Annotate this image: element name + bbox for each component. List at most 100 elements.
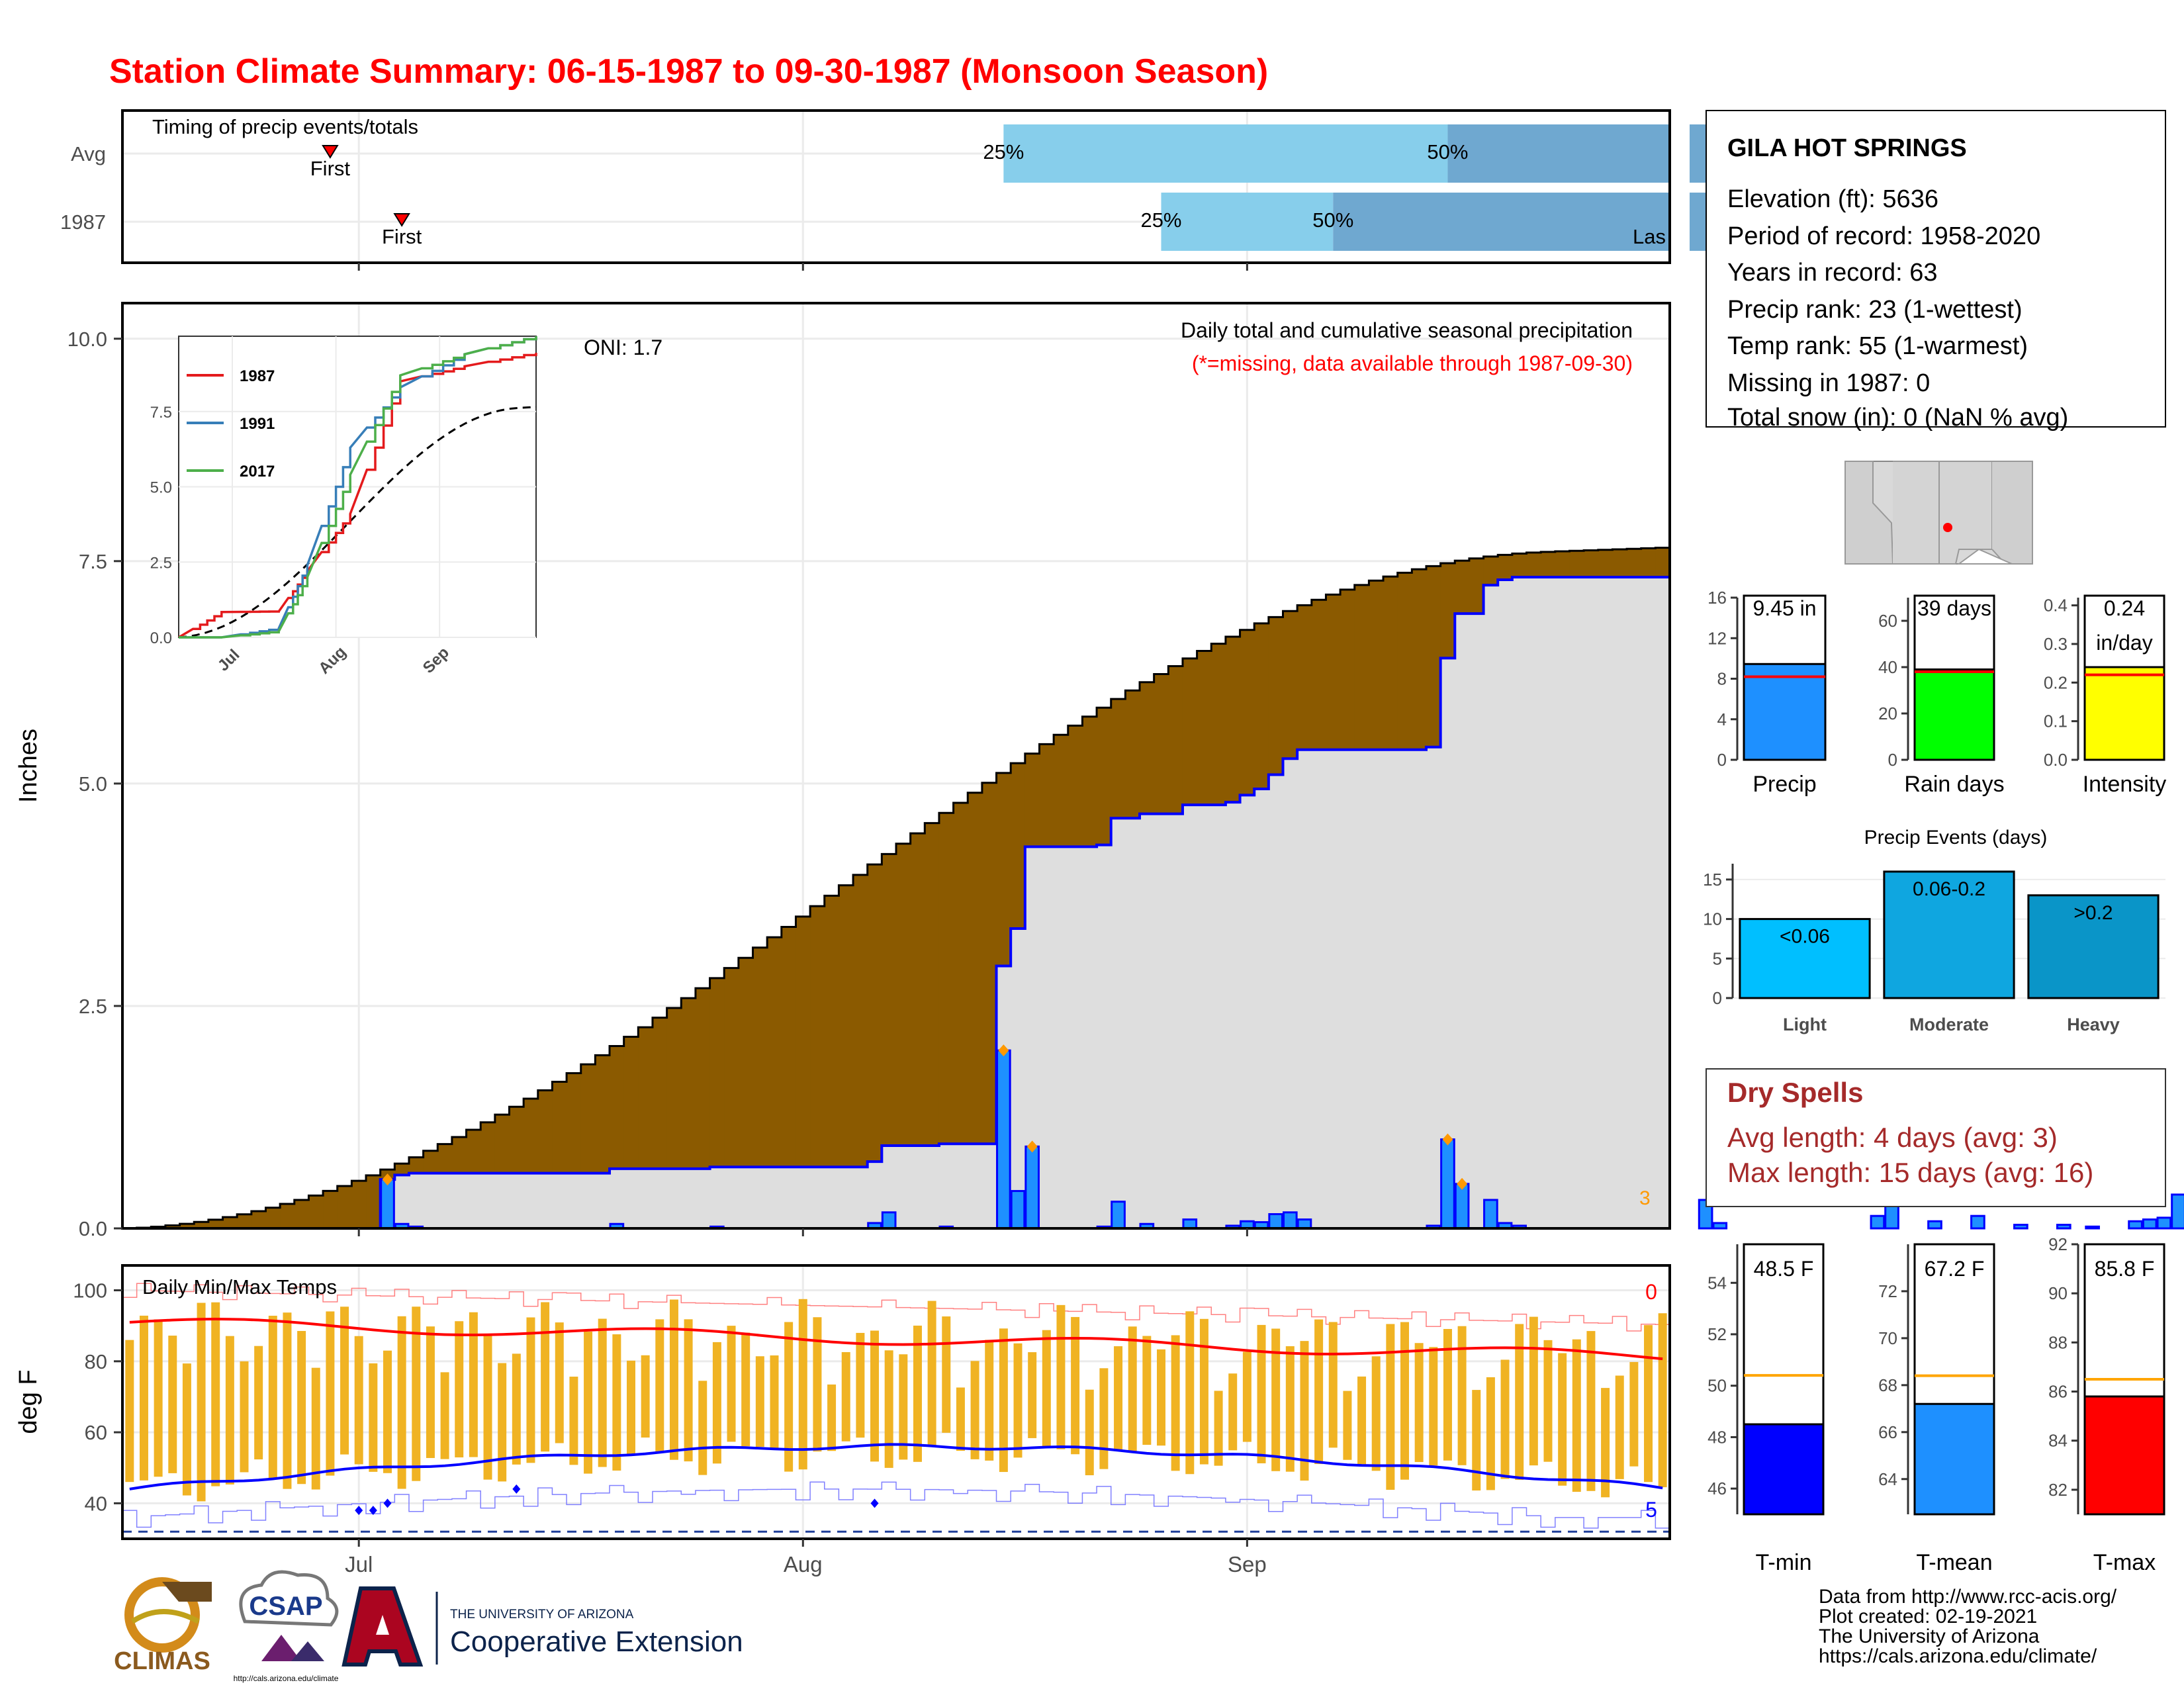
- daily-temp-bar: [1328, 1322, 1338, 1448]
- daily-temp-bar: [168, 1336, 177, 1473]
- deficit-area: [1397, 572, 1412, 750]
- tbar-tick-label: 64: [1878, 1469, 1897, 1489]
- first-event-marker: [393, 213, 410, 227]
- deficit-area: [294, 1199, 309, 1228]
- daily-temp-bar: [1414, 1343, 1424, 1463]
- deficit-area: [910, 833, 925, 1146]
- deficit-area: [1641, 548, 1656, 578]
- deficit-area: [1097, 708, 1112, 845]
- deficit-area: [1469, 558, 1484, 614]
- deficit-area: [1627, 549, 1642, 578]
- daily-precip-bar: [1712, 1222, 1728, 1230]
- footer-line: Plot created: 02-19-2021: [1819, 1606, 2037, 1627]
- station-line: Total snow (in): 0 (NaN % avg): [1727, 404, 2068, 432]
- daily-temp-bar: [999, 1328, 1008, 1473]
- season-total-bars: 0 4 8 12 16 9.45 in Precip 0 20 40 60 39 days Rain d…: [1707, 588, 2166, 797]
- daily-precip-bar: [1010, 1190, 1026, 1230]
- deficit-area: [1240, 629, 1255, 796]
- small-bar-tick-label: 0.3: [2044, 634, 2068, 654]
- daily-temp-bar: [1572, 1339, 1581, 1492]
- timing-p50-label: 50%: [1427, 140, 1468, 163]
- small-bar-tick-label: 20: [1878, 704, 1897, 723]
- daily-precip-marker: [998, 1044, 1009, 1057]
- tbar-value-label: 48.5 F: [1754, 1257, 1814, 1281]
- deficit-area: [1526, 552, 1541, 578]
- daily-precip-bar: [1111, 1201, 1126, 1230]
- daily-temp-bar: [311, 1367, 320, 1490]
- daily-temp-bar: [1644, 1325, 1653, 1483]
- daily-temp-bar: [1601, 1388, 1610, 1498]
- events-bar: [1739, 918, 1871, 999]
- ua-logo-big: Cooperative Extension: [450, 1625, 743, 1658]
- tbar-tick-label: 54: [1707, 1273, 1727, 1293]
- daily-temp-bar: [1071, 1316, 1080, 1455]
- daily-temp-bar: [1371, 1356, 1381, 1471]
- daily-temp-bar: [197, 1303, 206, 1502]
- deficit-area: [523, 1098, 539, 1173]
- avg-low-line: [129, 1443, 1663, 1490]
- deficit-area: [208, 1219, 224, 1228]
- precip-ytick-label: 2.5: [79, 995, 107, 1018]
- climas-logo: CLIMAS: [114, 1577, 212, 1675]
- deficit-area: [1140, 682, 1155, 814]
- timing-p25-label: 25%: [1140, 208, 1181, 232]
- small-bar-tick-label: 0: [1717, 750, 1727, 770]
- small-bar-value-label: 39 days: [1917, 596, 1991, 620]
- daily-temp-bar: [1314, 1319, 1324, 1465]
- daily-temp-bar: [297, 1331, 306, 1485]
- deficit-area: [996, 772, 1011, 966]
- tbar-tick-label: 70: [1878, 1328, 1897, 1348]
- daily-temp-bar: [1042, 1330, 1051, 1447]
- events-tick-label: 15: [1703, 870, 1722, 890]
- daily-temp-bar: [1257, 1324, 1266, 1463]
- deficit-area: [853, 874, 868, 1167]
- precip-ylabel: Inches: [15, 729, 42, 803]
- precip-missing-note: (*=missing, data available through 1987-…: [1192, 351, 1633, 375]
- daily-temp-bar: [1114, 1346, 1123, 1451]
- station-line: Missing in 1987: 0: [1727, 369, 1930, 397]
- xaxis-tick-label: Jul: [345, 1552, 373, 1577]
- dry-spells-box: Dry Spells Avg length: 4 days (avg: 3) M…: [1706, 1068, 2166, 1207]
- daily-temp-bar: [569, 1377, 578, 1465]
- inset-ytick-label: 5.0: [150, 479, 172, 497]
- events-tick-label: 5: [1713, 948, 1722, 968]
- daily-temp-bar: [268, 1315, 277, 1479]
- daily-temp-bar: [927, 1301, 936, 1446]
- temp-ytick-label: 100: [73, 1279, 107, 1303]
- csap-logo-text: CSAP: [249, 1592, 322, 1621]
- deficit-area: [1326, 594, 1341, 750]
- daily-precip-bar: [2056, 1224, 2071, 1230]
- deficit-area: [1383, 576, 1398, 750]
- deficit-area: [580, 1064, 596, 1173]
- daily-temp-bar: [469, 1312, 478, 1457]
- tbar-tick-label: 86: [2048, 1382, 2068, 1402]
- daily-temp-bar: [712, 1342, 721, 1464]
- daily-temp-bar: [240, 1361, 249, 1473]
- deficit-area: [165, 1225, 181, 1228]
- events-category-label: Moderate: [1909, 1015, 1989, 1034]
- daily-temp-bar: [655, 1319, 664, 1452]
- daily-temp-bar: [1500, 1359, 1510, 1479]
- deficit-area: [824, 895, 839, 1167]
- daily-temp-bar: [899, 1354, 908, 1460]
- deficit-area: [567, 1073, 582, 1173]
- dry-spells-title: Dry Spells: [1727, 1077, 1863, 1108]
- deficit-area: [1054, 735, 1069, 847]
- deficit-area: [1297, 605, 1312, 750]
- deficit-area: [623, 1036, 639, 1169]
- daily-temp-bar: [1343, 1391, 1352, 1460]
- precip-ytick-label: 0.0: [79, 1217, 107, 1240]
- daily-temp-bar: [1586, 1331, 1596, 1491]
- events-category-label: Heavy: [2067, 1015, 2120, 1034]
- climas-logo-text: CLIMAS: [114, 1647, 210, 1675]
- deficit-area: [509, 1107, 524, 1173]
- daily-temp-bar: [1185, 1311, 1195, 1475]
- inset-series-line: [178, 353, 537, 639]
- tbar-tick-label: 68: [1878, 1375, 1897, 1395]
- temp-ytick-label: 80: [85, 1350, 107, 1373]
- footer-line: Data from http://www.rcc-acis.org/: [1819, 1586, 2117, 1608]
- tbar-tick-label: 50: [1707, 1376, 1727, 1396]
- daily-temp-bar: [827, 1384, 837, 1451]
- deficit-area: [968, 792, 983, 1144]
- deficit-area: [695, 988, 711, 1169]
